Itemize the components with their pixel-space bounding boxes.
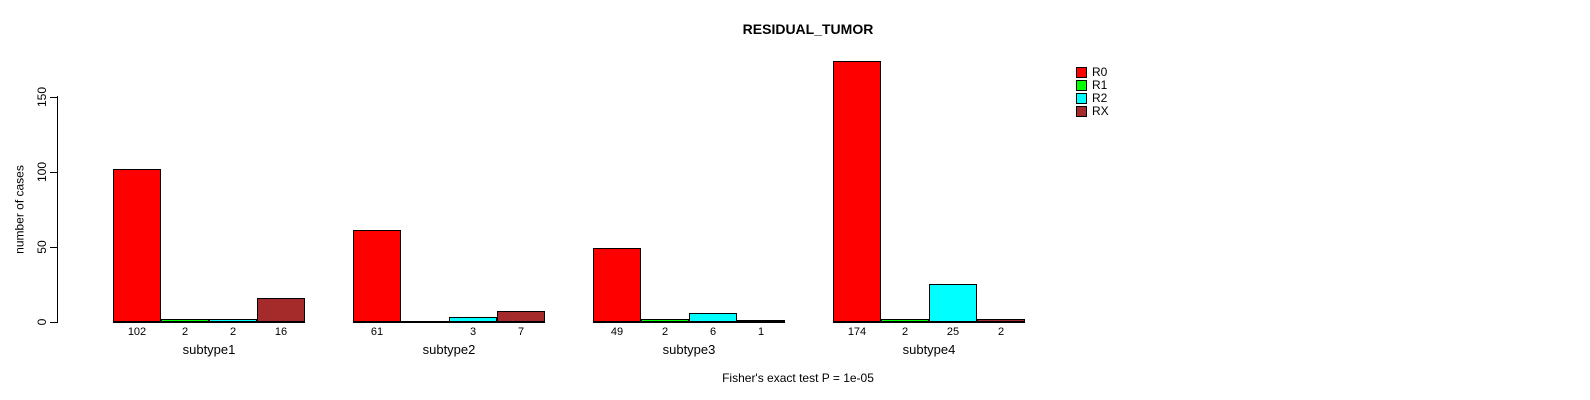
y-tick-label: 100 <box>35 161 49 183</box>
bar-value-label: 2 <box>997 326 1005 338</box>
bar-rx-subtype1 <box>257 298 305 322</box>
bar-value-label: 49 <box>610 326 624 338</box>
legend-label: R1 <box>1092 78 1108 92</box>
bar-value-label: 25 <box>946 326 960 338</box>
bar-r2-subtype4 <box>929 284 977 322</box>
bar-value-label: 7 <box>517 326 525 338</box>
legend: R0 R1 R2 RX <box>1076 66 1109 118</box>
y-tick-label: 50 <box>35 240 49 254</box>
bar-value-label: 2 <box>229 326 237 338</box>
bar-value-label: 3 <box>469 326 477 338</box>
bar-rx-subtype4 <box>977 319 1025 322</box>
bar-r0-subtype3 <box>593 248 641 322</box>
chart-title: RESIDUAL_TUMOR <box>742 21 874 37</box>
bar-r1-subtype4 <box>881 319 929 322</box>
bar-r1-subtype1 <box>161 319 209 322</box>
y-tick-label: 150 <box>35 86 49 108</box>
legend-swatch-r0 <box>1076 67 1087 78</box>
legend-swatch-r1 <box>1076 80 1087 91</box>
bar-rx-subtype3 <box>737 320 785 322</box>
bar-r0-subtype1 <box>113 169 161 322</box>
bar-value-label: 1 <box>757 326 765 338</box>
legend-swatch-rx <box>1076 106 1087 117</box>
legend-label: R2 <box>1092 91 1108 105</box>
y-tick <box>50 172 57 173</box>
y-axis-line <box>57 96 58 323</box>
x-category-label: subtype3 <box>662 342 716 357</box>
bar-r2-subtype1 <box>209 319 257 322</box>
bar-value-label: 2 <box>901 326 909 338</box>
y-tick <box>50 247 57 248</box>
x-category-label: subtype1 <box>182 342 236 357</box>
x-category-label: subtype4 <box>902 342 956 357</box>
y-tick <box>50 322 57 323</box>
bar-value-label: 2 <box>181 326 189 338</box>
x-baseline <box>353 321 545 323</box>
x-baseline <box>593 321 785 323</box>
legend-row: RX <box>1076 105 1109 118</box>
y-axis-label: number of cases <box>12 165 27 254</box>
bar-value-label: 61 <box>370 326 384 338</box>
legend-row: R1 <box>1076 79 1109 92</box>
y-tick <box>50 97 57 98</box>
bar-r1-subtype3 <box>641 319 689 322</box>
bar-r2-subtype2 <box>449 317 497 322</box>
bar-r0-subtype4 <box>833 61 881 322</box>
x-category-label: subtype2 <box>422 342 476 357</box>
bar-value-label: 6 <box>709 326 717 338</box>
bar-value-label: 174 <box>847 326 867 338</box>
bar-r0-subtype2 <box>353 230 401 322</box>
legend-swatch-r2 <box>1076 93 1087 104</box>
bar-value-label: 102 <box>127 326 147 338</box>
x-baseline <box>113 321 305 323</box>
bar-rx-subtype2 <box>497 311 545 322</box>
bar-r2-subtype3 <box>689 313 737 322</box>
legend-label: RX <box>1092 104 1109 118</box>
stat-annotation: Fisher's exact test P = 1e-05 <box>722 371 874 385</box>
legend-row: R0 <box>1076 66 1109 79</box>
y-tick-label: 0 <box>35 318 49 326</box>
legend-label: R0 <box>1092 65 1108 79</box>
legend-row: R2 <box>1076 92 1109 105</box>
bar-value-label: 2 <box>661 326 669 338</box>
x-baseline <box>833 321 1025 323</box>
bar-value-label: 16 <box>274 326 288 338</box>
